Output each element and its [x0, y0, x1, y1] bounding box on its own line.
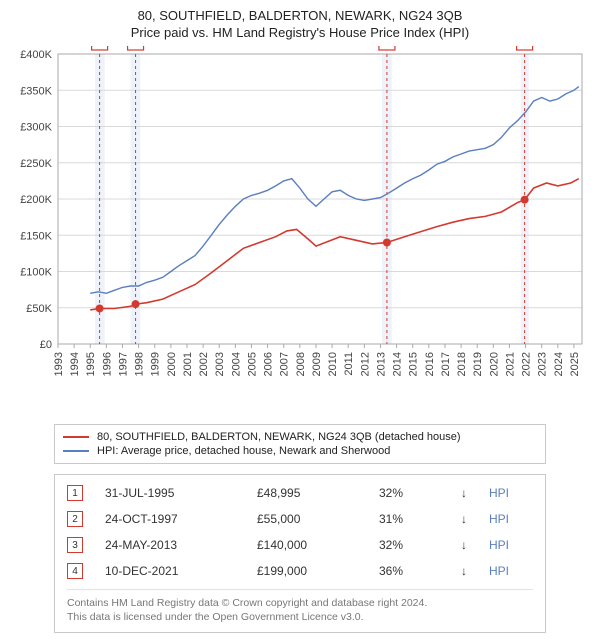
svg-text:2006: 2006 [263, 352, 275, 376]
svg-text:2015: 2015 [408, 352, 420, 376]
event-delta: 36% [379, 564, 439, 578]
event-row: 1 31-JUL-1995 £48,995 32% ↓ HPI [67, 485, 533, 501]
legend: 80, SOUTHFIELD, BALDERTON, NEWARK, NG24 … [54, 424, 546, 464]
transaction-dot [132, 300, 140, 308]
svg-text:2010: 2010 [327, 352, 339, 376]
svg-text:2005: 2005 [246, 352, 258, 376]
event-price: £199,000 [257, 564, 357, 578]
event-date: 24-MAY-2013 [105, 538, 235, 552]
event-number: 2 [67, 511, 83, 527]
hpi-line [90, 87, 579, 294]
svg-text:£250K: £250K [20, 158, 52, 170]
svg-text:1995: 1995 [85, 352, 97, 376]
transaction-dot [521, 196, 529, 204]
event-delta: 32% [379, 486, 439, 500]
event-price: £55,000 [257, 512, 357, 526]
svg-text:2021: 2021 [504, 352, 516, 376]
legend-label: HPI: Average price, detached house, Newa… [97, 445, 390, 457]
svg-text:4: 4 [522, 46, 528, 49]
down-arrow-icon: ↓ [461, 564, 467, 578]
svg-text:1994: 1994 [69, 352, 81, 376]
svg-text:2007: 2007 [279, 352, 291, 376]
svg-text:1998: 1998 [134, 352, 146, 376]
svg-text:2013: 2013 [375, 352, 387, 376]
event-row: 3 24-MAY-2013 £140,000 32% ↓ HPI [67, 537, 533, 553]
legend-row: 80, SOUTHFIELD, BALDERTON, NEWARK, NG24 … [63, 431, 537, 443]
svg-text:2003: 2003 [214, 352, 226, 376]
down-arrow-icon: ↓ [461, 486, 467, 500]
svg-text:2025: 2025 [569, 352, 581, 376]
svg-text:£200K: £200K [20, 194, 52, 206]
svg-text:2014: 2014 [392, 352, 404, 376]
transaction-dot [96, 304, 104, 312]
svg-text:1: 1 [97, 46, 103, 49]
svg-text:2008: 2008 [295, 352, 307, 376]
event-delta: 31% [379, 512, 439, 526]
event-hpi-label: HPI [489, 564, 509, 578]
event-delta: 32% [379, 538, 439, 552]
chart-svg: £0 £50K £100K £150K £200K £250K £300K £350K £400… [10, 46, 590, 416]
down-arrow-icon: ↓ [461, 512, 467, 526]
event-row: 2 24-OCT-1997 £55,000 31% ↓ HPI [67, 511, 533, 527]
svg-text:2004: 2004 [230, 352, 242, 376]
svg-text:£0: £0 [40, 339, 52, 351]
down-arrow-icon: ↓ [461, 538, 467, 552]
svg-text:2009: 2009 [311, 352, 323, 376]
svg-text:1999: 1999 [150, 352, 162, 376]
event-price: £48,995 [257, 486, 357, 500]
event-number: 1 [67, 485, 83, 501]
svg-text:2000: 2000 [166, 352, 178, 376]
chart: £0 £50K £100K £150K £200K £250K £300K £350K £400… [10, 46, 590, 416]
legend-swatch [63, 450, 89, 452]
svg-text:£150K: £150K [20, 230, 52, 242]
svg-text:£300K: £300K [20, 122, 52, 134]
titles: 80, SOUTHFIELD, BALDERTON, NEWARK, NG24 … [10, 8, 590, 40]
svg-text:2024: 2024 [553, 352, 565, 376]
event-hpi-label: HPI [489, 512, 509, 526]
svg-text:2022: 2022 [521, 352, 533, 376]
event-date: 24-OCT-1997 [105, 512, 235, 526]
svg-text:£400K: £400K [20, 49, 52, 61]
title-line-2: Price paid vs. HM Land Registry's House … [10, 25, 590, 40]
svg-text:£50K: £50K [26, 303, 52, 315]
svg-text:1996: 1996 [101, 352, 113, 376]
legend-swatch [63, 436, 89, 438]
svg-text:2012: 2012 [359, 352, 371, 376]
svg-text:2016: 2016 [424, 352, 436, 376]
legend-label: 80, SOUTHFIELD, BALDERTON, NEWARK, NG24 … [97, 431, 461, 443]
transaction-dot [383, 239, 391, 247]
svg-text:2020: 2020 [488, 352, 500, 376]
title-line-1: 80, SOUTHFIELD, BALDERTON, NEWARK, NG24 … [10, 8, 590, 23]
event-date: 10-DEC-2021 [105, 564, 235, 578]
svg-text:1997: 1997 [117, 352, 129, 376]
svg-text:2011: 2011 [343, 352, 355, 376]
svg-text:2017: 2017 [440, 352, 452, 376]
svg-text:2: 2 [133, 46, 139, 49]
event-row: 4 10-DEC-2021 £199,000 36% ↓ HPI [67, 563, 533, 579]
event-hpi-label: HPI [489, 538, 509, 552]
svg-text:1993: 1993 [53, 352, 65, 376]
svg-text:2023: 2023 [537, 352, 549, 376]
events-table: 1 31-JUL-1995 £48,995 32% ↓ HPI 2 24-OCT-1997 £5… [54, 474, 546, 633]
license-text: Contains HM Land Registry data © Crown c… [67, 589, 533, 624]
event-hpi-label: HPI [489, 486, 509, 500]
svg-text:2019: 2019 [472, 352, 484, 376]
svg-text:2002: 2002 [198, 352, 210, 376]
event-price: £140,000 [257, 538, 357, 552]
event-number: 3 [67, 537, 83, 553]
svg-text:£100K: £100K [20, 267, 52, 279]
svg-text:2001: 2001 [182, 352, 194, 376]
svg-text:2018: 2018 [456, 352, 468, 376]
svg-text:£350K: £350K [20, 85, 52, 97]
svg-text:3: 3 [384, 46, 390, 49]
property-line [90, 179, 579, 310]
legend-row: HPI: Average price, detached house, Newa… [63, 445, 537, 457]
event-number: 4 [67, 563, 83, 579]
event-date: 31-JUL-1995 [105, 486, 235, 500]
chart-container: 80, SOUTHFIELD, BALDERTON, NEWARK, NG24 … [0, 0, 600, 643]
